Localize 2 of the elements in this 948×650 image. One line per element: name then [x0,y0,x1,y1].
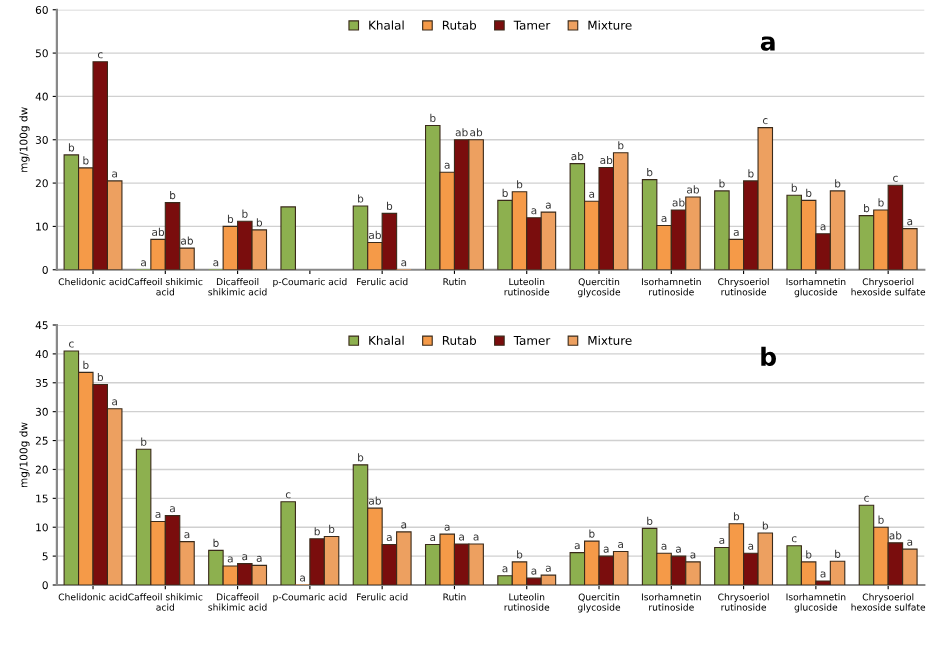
annotation: a [760,36,775,51]
annotation: b [761,346,776,367]
